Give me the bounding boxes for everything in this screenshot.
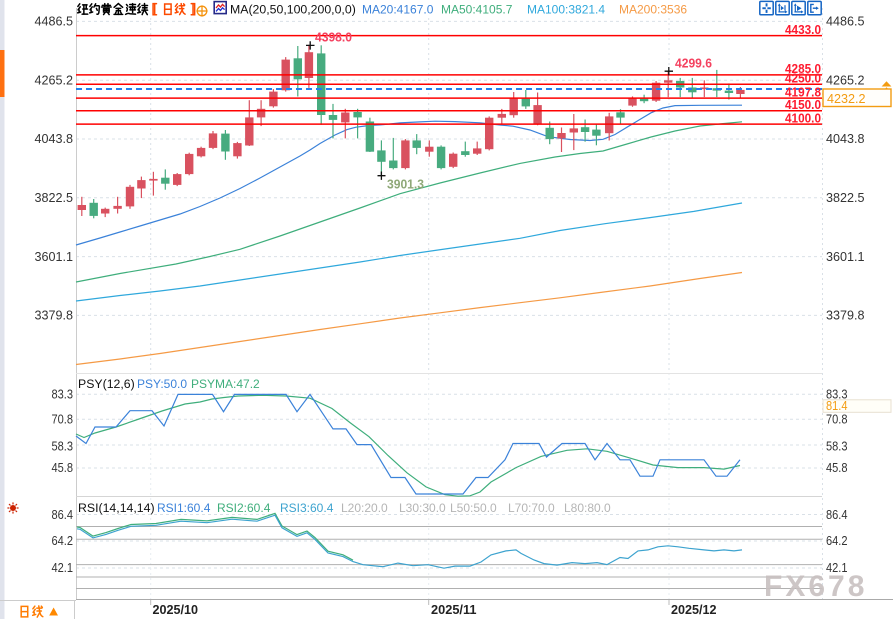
svg-text:3379.8: 3379.8 bbox=[35, 308, 74, 323]
svg-text:42.1: 42.1 bbox=[826, 560, 848, 575]
svg-text:4100.0: 4100.0 bbox=[785, 111, 821, 125]
svg-text:PSY(12,6): PSY(12,6) bbox=[78, 377, 135, 391]
svg-text:RSI2:60.4: RSI2:60.4 bbox=[217, 501, 271, 515]
svg-text:4265.2: 4265.2 bbox=[35, 72, 74, 87]
svg-text:3822.5: 3822.5 bbox=[35, 190, 74, 205]
svg-text:83.3: 83.3 bbox=[826, 387, 848, 402]
svg-text:64.2: 64.2 bbox=[826, 533, 848, 548]
svg-text:L80:80.0: L80:80.0 bbox=[564, 501, 611, 515]
svg-text:2025/12: 2025/12 bbox=[671, 602, 717, 617]
svg-text:45.8: 45.8 bbox=[826, 460, 848, 475]
svg-text:4043.8: 4043.8 bbox=[826, 131, 865, 146]
svg-text:MA20:4167.0: MA20:4167.0 bbox=[362, 3, 434, 17]
svg-text:4486.5: 4486.5 bbox=[826, 14, 865, 29]
svg-text:FX678: FX678 bbox=[764, 570, 867, 603]
svg-text:3822.5: 3822.5 bbox=[826, 190, 865, 205]
svg-text:4232.2: 4232.2 bbox=[827, 91, 866, 106]
svg-text:L30:30.0: L30:30.0 bbox=[399, 501, 446, 515]
svg-text:4043.8: 4043.8 bbox=[35, 131, 74, 146]
svg-text:86.4: 86.4 bbox=[52, 507, 74, 522]
svg-text:RSI3:60.4: RSI3:60.4 bbox=[280, 501, 334, 515]
svg-text:RSI1:60.4: RSI1:60.4 bbox=[157, 501, 211, 515]
svg-text:86.4: 86.4 bbox=[826, 507, 848, 522]
svg-text:4250.0: 4250.0 bbox=[785, 71, 821, 85]
svg-text:4150.0: 4150.0 bbox=[785, 98, 821, 112]
svg-text:3379.8: 3379.8 bbox=[826, 308, 865, 323]
svg-text:MA50:4105.7: MA50:4105.7 bbox=[441, 3, 513, 17]
svg-text:4285.0: 4285.0 bbox=[785, 62, 821, 76]
svg-text:MA100:3821.4: MA100:3821.4 bbox=[527, 3, 605, 17]
svg-text:4433.0: 4433.0 bbox=[785, 23, 821, 37]
svg-text:45.8: 45.8 bbox=[52, 460, 74, 475]
svg-text:3601.1: 3601.1 bbox=[826, 249, 865, 264]
svg-text:L50:50.0: L50:50.0 bbox=[450, 501, 497, 515]
svg-text:MA(20,50,100,200,0,0): MA(20,50,100,200,0,0) bbox=[230, 3, 356, 17]
svg-text:4486.5: 4486.5 bbox=[35, 14, 74, 29]
svg-text:PSY:50.0: PSY:50.0 bbox=[137, 377, 187, 391]
svg-text:81.4: 81.4 bbox=[826, 398, 848, 413]
svg-text:4265.2: 4265.2 bbox=[826, 72, 865, 87]
svg-text:42.1: 42.1 bbox=[52, 560, 74, 575]
svg-text:RSI(14,14,14): RSI(14,14,14) bbox=[78, 501, 155, 515]
svg-text:L20:20.0: L20:20.0 bbox=[341, 501, 388, 515]
svg-text:58.3: 58.3 bbox=[826, 438, 848, 453]
svg-text:4398.0: 4398.0 bbox=[315, 30, 352, 45]
svg-text:2025/11: 2025/11 bbox=[431, 602, 477, 617]
svg-text:70.8: 70.8 bbox=[826, 411, 848, 426]
svg-text:58.3: 58.3 bbox=[52, 438, 74, 453]
svg-text:3901.3: 3901.3 bbox=[387, 177, 424, 192]
svg-text:64.2: 64.2 bbox=[52, 533, 74, 548]
svg-text:MA200:3536: MA200:3536 bbox=[619, 3, 687, 17]
svg-text:2025/10: 2025/10 bbox=[153, 602, 199, 617]
svg-text:L70:70.0: L70:70.0 bbox=[508, 501, 555, 515]
svg-text:4299.6: 4299.6 bbox=[675, 56, 712, 71]
svg-text:PSYMA:47.2: PSYMA:47.2 bbox=[191, 377, 260, 391]
svg-text:4197.8: 4197.8 bbox=[785, 85, 821, 99]
svg-text:3601.1: 3601.1 bbox=[35, 249, 74, 264]
svg-text:70.8: 70.8 bbox=[52, 411, 74, 426]
svg-text:83.3: 83.3 bbox=[52, 387, 74, 402]
